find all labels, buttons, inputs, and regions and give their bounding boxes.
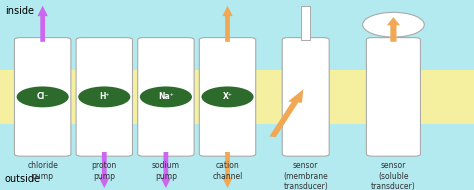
- Circle shape: [78, 86, 130, 107]
- FancyBboxPatch shape: [76, 38, 132, 156]
- FancyBboxPatch shape: [366, 38, 420, 156]
- Polygon shape: [161, 152, 171, 188]
- FancyBboxPatch shape: [199, 38, 255, 156]
- Text: H⁺: H⁺: [99, 92, 109, 101]
- Circle shape: [363, 12, 424, 37]
- Polygon shape: [222, 6, 233, 42]
- Circle shape: [201, 86, 254, 107]
- Text: sodium
pump: sodium pump: [152, 162, 180, 181]
- Text: sensor
(membrane
transducer): sensor (membrane transducer): [283, 162, 328, 190]
- Text: proton
pump: proton pump: [91, 162, 117, 181]
- Text: sensor
(soluble
transducer): sensor (soluble transducer): [371, 162, 416, 190]
- Text: X⁺: X⁺: [223, 92, 232, 101]
- FancyBboxPatch shape: [14, 38, 71, 156]
- Circle shape: [140, 86, 192, 107]
- Polygon shape: [387, 17, 400, 42]
- Text: inside: inside: [5, 6, 34, 16]
- Bar: [0, 70, 474, 124]
- Text: outside: outside: [5, 174, 41, 184]
- FancyBboxPatch shape: [137, 38, 194, 156]
- Text: Na⁺: Na⁺: [158, 92, 174, 101]
- Text: cation
channel: cation channel: [212, 162, 243, 181]
- Polygon shape: [222, 152, 233, 188]
- Bar: [301, 6, 310, 40]
- Polygon shape: [99, 152, 109, 188]
- FancyBboxPatch shape: [282, 38, 329, 156]
- Text: chloride
pump: chloride pump: [27, 162, 58, 181]
- Polygon shape: [37, 6, 48, 42]
- Text: Cl⁻: Cl⁻: [36, 92, 49, 101]
- Circle shape: [17, 86, 69, 107]
- Polygon shape: [269, 89, 303, 137]
